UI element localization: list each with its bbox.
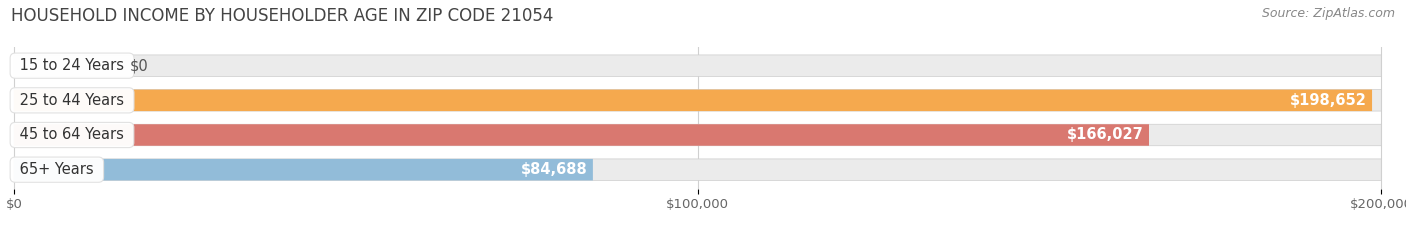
FancyBboxPatch shape	[14, 159, 1381, 180]
Text: $84,688: $84,688	[520, 162, 588, 177]
FancyBboxPatch shape	[14, 124, 1149, 146]
FancyBboxPatch shape	[14, 89, 1372, 111]
Text: 15 to 24 Years: 15 to 24 Years	[15, 58, 129, 73]
FancyBboxPatch shape	[14, 124, 1381, 146]
Text: 25 to 44 Years: 25 to 44 Years	[15, 93, 129, 108]
Text: $0: $0	[131, 58, 149, 73]
Text: HOUSEHOLD INCOME BY HOUSEHOLDER AGE IN ZIP CODE 21054: HOUSEHOLD INCOME BY HOUSEHOLDER AGE IN Z…	[11, 7, 554, 25]
FancyBboxPatch shape	[14, 55, 1381, 76]
Text: $198,652: $198,652	[1289, 93, 1367, 108]
Text: 45 to 64 Years: 45 to 64 Years	[15, 127, 129, 143]
Text: $166,027: $166,027	[1067, 127, 1143, 143]
Text: Source: ZipAtlas.com: Source: ZipAtlas.com	[1261, 7, 1395, 20]
FancyBboxPatch shape	[14, 159, 593, 180]
FancyBboxPatch shape	[14, 89, 1381, 111]
Text: 65+ Years: 65+ Years	[15, 162, 98, 177]
